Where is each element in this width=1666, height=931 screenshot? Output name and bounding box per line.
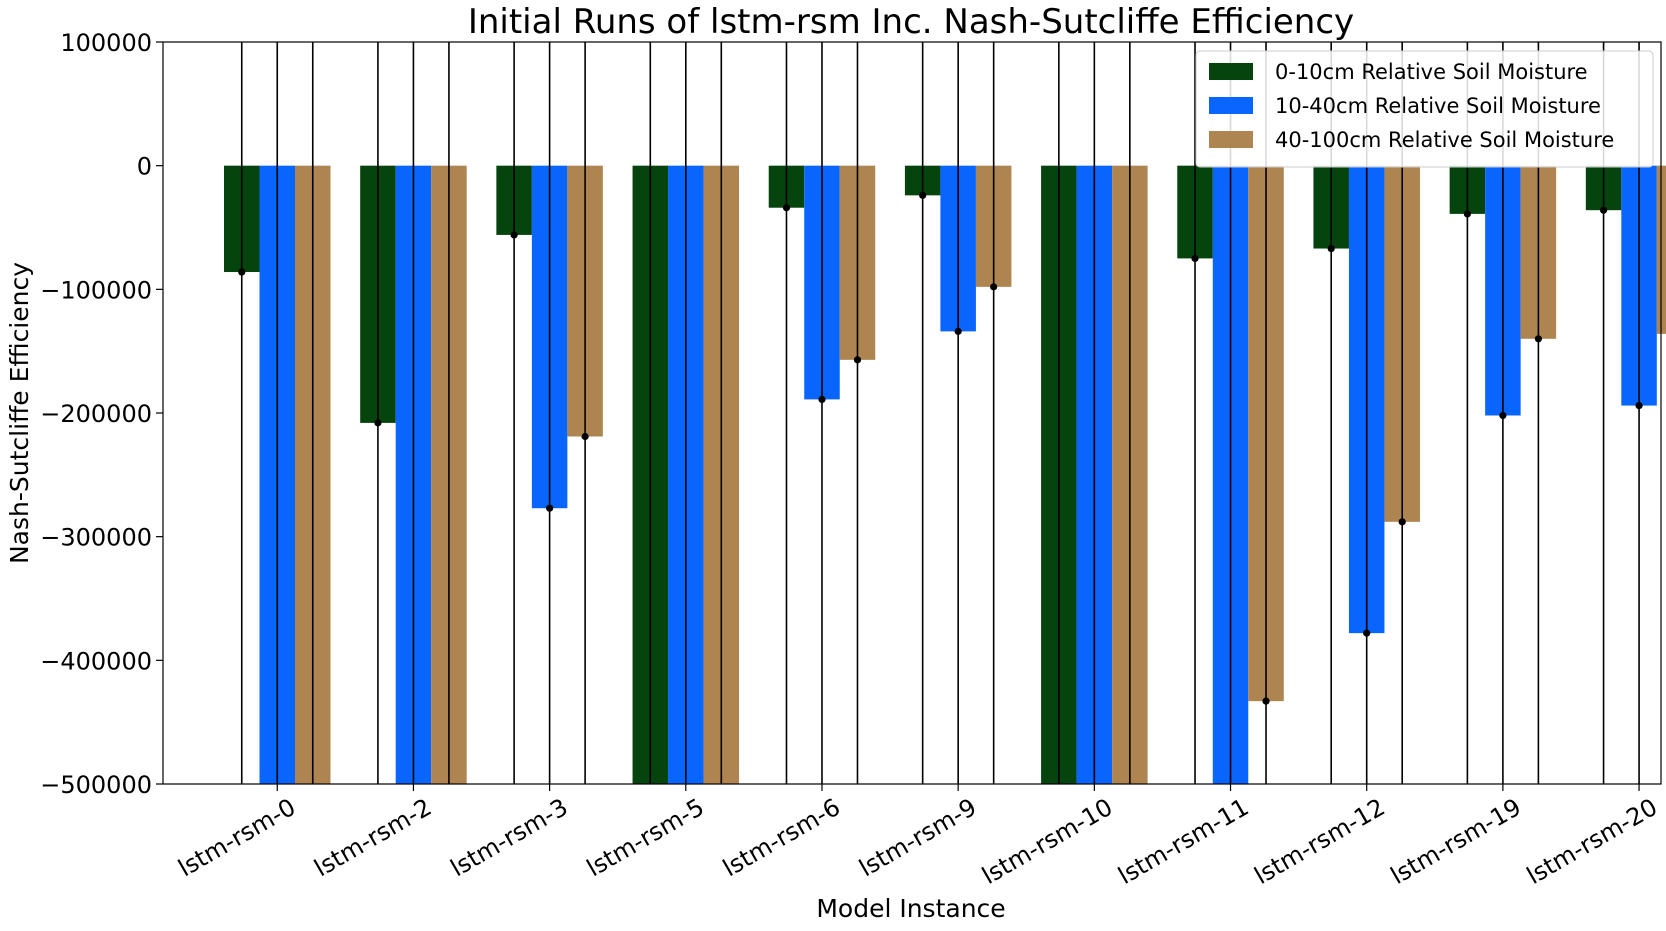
x-tick-label: lstm-rsm-10: [977, 793, 1117, 890]
x-tick-label: lstm-rsm-3: [446, 793, 573, 882]
x-tick-label: lstm-rsm-20: [1522, 793, 1662, 890]
legend-label-series-2: 10-40cm Relative Soil Moisture: [1275, 94, 1601, 118]
value-marker-lstm-rsm-20-series-1: [1599, 206, 1608, 214]
x-axis-title: Model Instance: [816, 894, 1005, 923]
legend-swatch-series-3: [1209, 131, 1253, 148]
value-marker-lstm-rsm-9-series-3: [990, 283, 998, 291]
x-tick-label: lstm-rsm-5: [582, 793, 709, 882]
legend-swatch-series-2: [1209, 97, 1253, 114]
legend-box: [1195, 50, 1654, 168]
x-tick-label: lstm-rsm-11: [1113, 793, 1253, 890]
x-tick-label: lstm-rsm-2: [310, 793, 437, 882]
y-tick-label: −400000: [40, 647, 152, 675]
value-marker-lstm-rsm-20-series-2: [1635, 401, 1643, 410]
legend-label-series-3: 40-100cm Relative Soil Moisture: [1275, 128, 1614, 152]
value-marker-lstm-rsm-19-series-2: [1499, 411, 1507, 420]
value-marker-lstm-rsm-3-series-2: [546, 504, 554, 512]
legend-swatch-series-1: [1209, 63, 1253, 80]
value-marker-lstm-rsm-9-series-2: [954, 327, 962, 335]
chart-title: Initial Runs of lstm-rsm Inc. Nash-Sutcl…: [468, 2, 1354, 42]
y-tick-label: −200000: [40, 400, 152, 428]
y-tick-label: 0: [137, 153, 152, 181]
y-axis-title: Nash-Sutcliffe Efficiency: [5, 262, 34, 564]
legend-label-series-1: 0-10cm Relative Soil Moisture: [1275, 60, 1588, 84]
bars-layer: [224, 165, 1666, 785]
legend: 0-10cm Relative Soil Moisture 10-40cm Rel…: [1195, 50, 1654, 168]
value-marker-lstm-rsm-12-series-1: [1327, 244, 1335, 253]
x-axis: lstm-rsm-0 lstm-rsm-2 lstm-rsm-3 lstm-rsm-5…: [173, 784, 1662, 890]
x-tick-label: lstm-rsm-12: [1250, 793, 1390, 890]
value-marker-lstm-rsm-6-series-1: [782, 204, 791, 212]
y-tick-label: 100000: [60, 29, 152, 57]
x-tick-label: lstm-rsm-9: [854, 793, 981, 882]
value-marker-lstm-rsm-2-series-1: [374, 419, 382, 427]
value-marker-lstm-rsm-19-series-3: [1534, 335, 1542, 343]
value-marker-lstm-rsm-12-series-3: [1398, 518, 1406, 526]
value-marker-lstm-rsm-9-series-1: [919, 191, 927, 199]
value-marker-lstm-rsm-12-series-2: [1363, 629, 1371, 637]
y-tick-label: −100000: [40, 276, 152, 304]
value-marker-lstm-rsm-6-series-3: [853, 356, 862, 364]
value-marker-lstm-rsm-6-series-2: [818, 395, 826, 403]
value-marker-lstm-rsm-3-series-1: [510, 231, 518, 239]
x-tick-label: lstm-rsm-6: [718, 793, 845, 882]
value-marker-lstm-rsm-0-series-1: [238, 268, 246, 276]
y-tick-label: −500000: [40, 771, 152, 799]
x-tick-label: lstm-rsm-0: [173, 793, 300, 882]
value-marker-lstm-rsm-11-series-3: [1262, 697, 1270, 705]
x-tick-label: lstm-rsm-19: [1386, 793, 1526, 890]
y-tick-label: −300000: [40, 524, 152, 552]
value-marker-lstm-rsm-3-series-3: [581, 432, 589, 441]
value-marker-lstm-rsm-11-series-1: [1191, 254, 1199, 263]
y-axis: 100000 0 −100000 −200000 −300000 −400000 −5000…: [40, 29, 163, 799]
value-marker-lstm-rsm-19-series-1: [1463, 210, 1471, 218]
